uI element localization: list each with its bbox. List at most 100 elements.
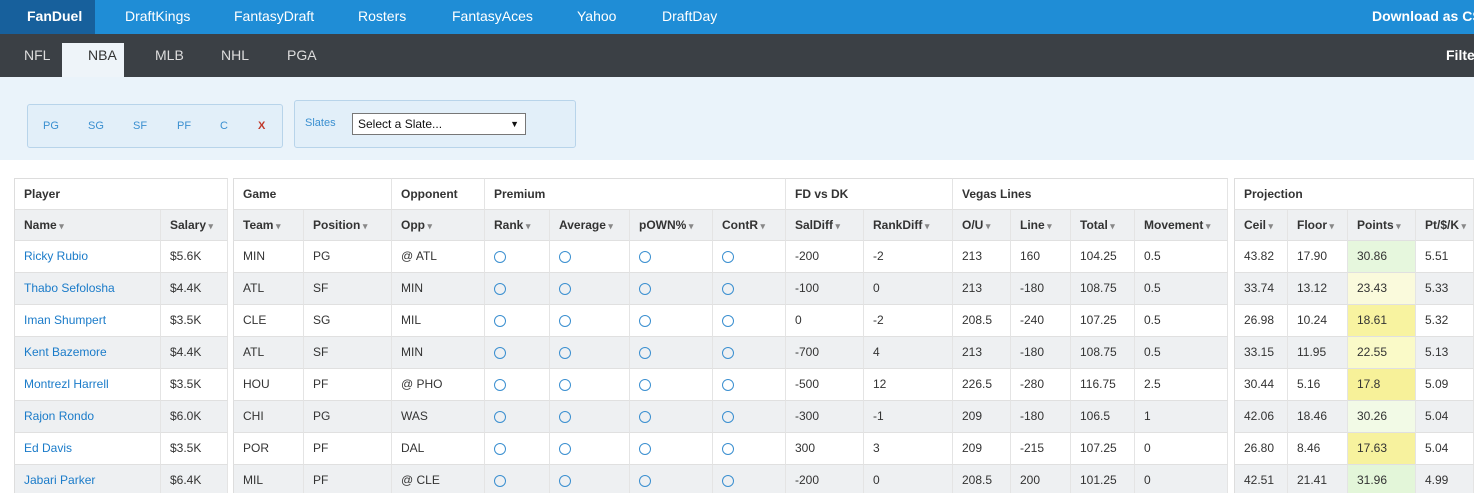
premium-lock: [485, 401, 550, 433]
premium-icon[interactable]: [559, 378, 571, 391]
table-cell: CLE: [233, 305, 304, 337]
position-button[interactable]: PG: [43, 120, 59, 132]
position-button[interactable]: SG: [88, 120, 104, 132]
position-button[interactable]: SF: [133, 120, 148, 132]
premium-icon[interactable]: [639, 442, 651, 455]
site-tab[interactable]: FantasyDraft: [234, 8, 315, 24]
site-tab[interactable]: FanDuel: [27, 8, 83, 24]
column-header[interactable]: Average: [550, 210, 630, 241]
premium-icon[interactable]: [639, 250, 651, 263]
premium-icon[interactable]: [494, 346, 506, 359]
player-link[interactable]: Iman Shumpert: [14, 305, 161, 337]
site-tab[interactable]: Rosters: [358, 8, 407, 24]
premium-icon[interactable]: [722, 282, 734, 295]
column-header[interactable]: Pt/$/K: [1416, 210, 1474, 241]
player-link[interactable]: Rajon Rondo: [14, 401, 161, 433]
premium-icon[interactable]: [639, 282, 651, 295]
premium-icon[interactable]: [722, 410, 734, 423]
premium-icon[interactable]: [559, 346, 571, 359]
table-cell: 208.5: [953, 305, 1011, 337]
column-header[interactable]: ContR: [713, 210, 786, 241]
column-header[interactable]: Salary: [161, 210, 228, 241]
player-link[interactable]: Kent Bazemore: [14, 337, 161, 369]
site-tab[interactable]: DraftKings: [125, 8, 191, 24]
sport-tab[interactable]: PGA: [287, 47, 317, 63]
player-link[interactable]: Ricky Rubio: [14, 241, 161, 273]
premium-icon[interactable]: [722, 314, 734, 327]
premium-icon[interactable]: [559, 442, 571, 455]
premium-icon[interactable]: [494, 250, 506, 263]
column-header[interactable]: RankDiff: [864, 210, 953, 241]
column-header[interactable]: Ceil: [1234, 210, 1288, 241]
table-cell: 12: [864, 369, 953, 401]
column-header[interactable]: Total: [1071, 210, 1135, 241]
column-header[interactable]: Team: [233, 210, 304, 241]
column-header[interactable]: O/U: [953, 210, 1011, 241]
premium-icon[interactable]: [639, 410, 651, 423]
premium-icon[interactable]: [559, 474, 571, 487]
column-header[interactable]: SalDiff: [786, 210, 864, 241]
premium-icon[interactable]: [494, 474, 506, 487]
download-button[interactable]: Download as CSV: [1372, 8, 1474, 24]
site-tab[interactable]: FantasyAces: [452, 8, 533, 24]
sport-bar: [0, 34, 1474, 77]
column-header[interactable]: Name: [14, 210, 161, 241]
position-button[interactable]: C: [220, 120, 228, 132]
premium-icon[interactable]: [639, 346, 651, 359]
column-header[interactable]: pOWN%: [630, 210, 713, 241]
table-cell: 200: [1011, 465, 1071, 493]
premium-icon[interactable]: [722, 378, 734, 391]
table-cell: 33.74: [1234, 273, 1288, 305]
premium-lock: [630, 465, 713, 493]
premium-icon[interactable]: [722, 442, 734, 455]
table-cell: MIL: [233, 465, 304, 493]
position-button[interactable]: X: [258, 120, 266, 132]
premium-icon[interactable]: [559, 250, 571, 263]
premium-icon[interactable]: [494, 442, 506, 455]
premium-icon[interactable]: [559, 410, 571, 423]
table-cell: 104.25: [1071, 241, 1135, 273]
player-link[interactable]: Jabari Parker: [14, 465, 161, 493]
active-site: [0, 0, 95, 34]
column-label: Opp: [401, 218, 432, 232]
sport-tab[interactable]: NFL: [24, 47, 51, 63]
position-button[interactable]: PF: [177, 120, 192, 132]
filter-button[interactable]: Filter: [1446, 47, 1474, 63]
column-header[interactable]: Position: [304, 210, 392, 241]
premium-icon[interactable]: [722, 250, 734, 263]
column-header[interactable]: Points: [1348, 210, 1416, 241]
player-link[interactable]: Ed Davis: [14, 433, 161, 465]
table-cell: 0: [1135, 465, 1228, 493]
premium-lock: [630, 433, 713, 465]
premium-icon[interactable]: [494, 314, 506, 327]
site-tab[interactable]: DraftDay: [662, 8, 718, 24]
premium-icon[interactable]: [559, 314, 571, 327]
premium-icon[interactable]: [639, 314, 651, 327]
premium-icon[interactable]: [494, 282, 506, 295]
player-link[interactable]: Montrezl Harrell: [14, 369, 161, 401]
site-tab[interactable]: Yahoo: [577, 8, 617, 24]
table-cell: 31.96: [1348, 465, 1416, 493]
column-header[interactable]: Rank: [485, 210, 550, 241]
table-cell: ATL: [233, 273, 304, 305]
slate-select[interactable]: Select a Slate... ▼: [352, 113, 526, 135]
table-cell: 30.26: [1348, 401, 1416, 433]
column-header[interactable]: Line: [1011, 210, 1071, 241]
premium-icon[interactable]: [494, 378, 506, 391]
player-link[interactable]: Thabo Sefolosha: [14, 273, 161, 305]
column-header[interactable]: Opp: [392, 210, 485, 241]
sport-tab[interactable]: MLB: [155, 47, 184, 63]
premium-icon[interactable]: [722, 474, 734, 487]
column-label: Pt/$/K: [1425, 218, 1466, 232]
sport-tab[interactable]: NHL: [221, 47, 250, 63]
premium-icon[interactable]: [494, 410, 506, 423]
premium-icon[interactable]: [639, 378, 651, 391]
table-cell: MIN: [392, 337, 485, 369]
table-cell: 5.04: [1416, 433, 1474, 465]
premium-icon[interactable]: [559, 282, 571, 295]
premium-icon[interactable]: [639, 474, 651, 487]
column-header[interactable]: Floor: [1288, 210, 1348, 241]
premium-icon[interactable]: [722, 346, 734, 359]
sport-tab[interactable]: NBA: [88, 47, 117, 63]
column-header[interactable]: Movement: [1135, 210, 1228, 241]
